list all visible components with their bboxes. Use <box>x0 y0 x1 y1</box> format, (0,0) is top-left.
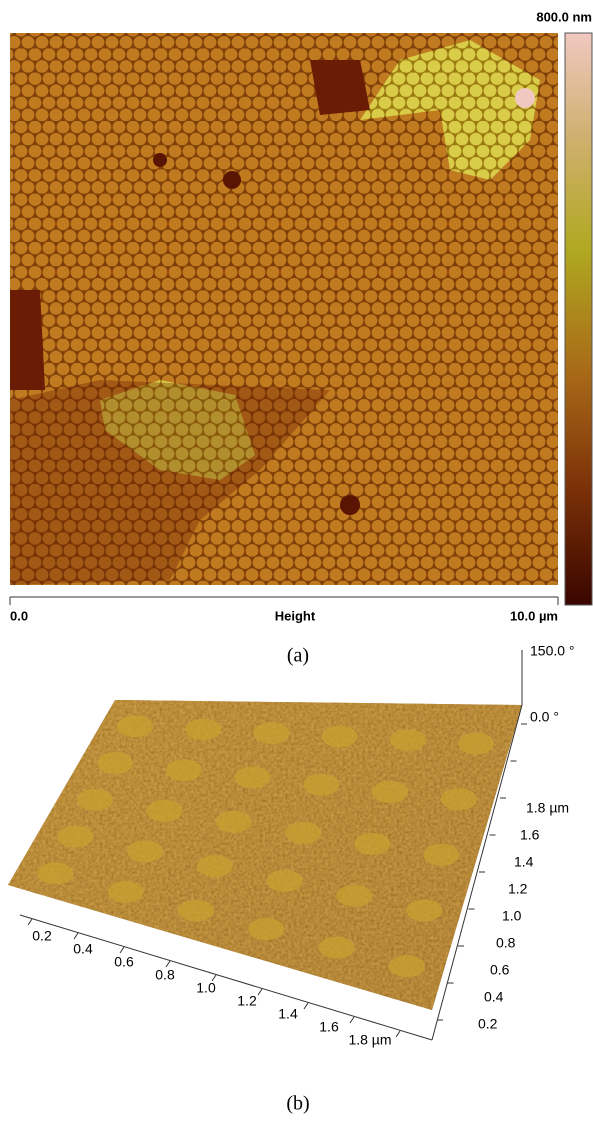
caption: (a) <box>287 645 309 667</box>
z-label: 0.0 ° <box>530 709 559 725</box>
void <box>153 153 167 167</box>
page: 800.0 nm 0.0 Height 10.0 µm (a) 150.0 ° … <box>0 0 593 1124</box>
color-bar <box>565 33 592 605</box>
bump <box>354 833 390 855</box>
y-tick-label: 1.6 <box>520 827 540 843</box>
y-tick-label: 1.2 <box>508 881 528 897</box>
z-label: 150.0 ° <box>530 643 575 659</box>
y-tick-label: 1.8 µm <box>526 800 569 816</box>
axis-label: Height <box>275 608 316 623</box>
bump <box>390 729 426 751</box>
void <box>340 495 360 515</box>
caption: (b) <box>286 1093 309 1115</box>
bump <box>127 840 163 862</box>
y-tick-label: 0.4 <box>484 989 504 1005</box>
bump <box>424 844 460 866</box>
x-tick-label: 1.0 <box>196 980 216 996</box>
bump <box>57 826 93 848</box>
bump <box>336 885 372 907</box>
axis-end: 10.0 µm <box>510 608 558 623</box>
surface-3d <box>8 700 522 1010</box>
afm-image <box>10 33 558 585</box>
y-tick-label: 1.4 <box>514 854 534 870</box>
bump <box>458 733 494 755</box>
bump <box>285 822 321 844</box>
color-bar-max: 800.0 nm <box>536 9 592 24</box>
peak <box>515 88 535 108</box>
bump <box>267 870 303 892</box>
x-tick <box>120 947 124 953</box>
x-tick <box>350 1017 354 1023</box>
x-tick <box>28 919 32 925</box>
bump <box>322 726 358 748</box>
scale-axis <box>10 597 558 605</box>
y-tick-label: 0.2 <box>478 1016 498 1032</box>
bump <box>372 781 408 803</box>
x-tick <box>258 989 262 995</box>
bump <box>216 811 252 833</box>
y-tick-label: 0.8 <box>496 935 516 951</box>
y-tick-label: 0.6 <box>490 962 510 978</box>
bump <box>248 918 284 940</box>
bump <box>117 715 153 737</box>
bump <box>166 759 202 781</box>
x-tick-label: 1.4 <box>278 1006 298 1022</box>
bump <box>97 752 133 774</box>
x-tick-label: 0.8 <box>155 967 175 983</box>
x-tick-label: 1.2 <box>237 993 257 1009</box>
x-tick <box>74 933 78 939</box>
dark-patch <box>310 60 370 115</box>
bump <box>178 899 214 921</box>
y-tick-label: 1.0 <box>502 908 522 924</box>
bump <box>303 774 339 796</box>
bump <box>406 900 442 922</box>
bump <box>441 788 477 810</box>
bump <box>37 862 73 884</box>
bump <box>197 855 233 877</box>
bump <box>319 937 355 959</box>
x-tick <box>304 1003 308 1009</box>
bump <box>77 789 113 811</box>
bump <box>146 800 182 822</box>
void <box>223 171 241 189</box>
x-tick <box>396 1031 400 1037</box>
x-tick-label: 1.8 µm <box>348 1032 391 1048</box>
bump <box>389 955 425 977</box>
x-tick-label: 0.6 <box>114 954 134 970</box>
bump <box>235 766 271 788</box>
x-tick-label: 0.2 <box>32 928 52 944</box>
bump <box>185 719 221 741</box>
bump <box>108 881 144 903</box>
x-tick-label: 1.6 <box>319 1019 339 1035</box>
figure: 800.0 nm 0.0 Height 10.0 µm (a) 150.0 ° … <box>0 0 593 1124</box>
bump <box>253 722 289 744</box>
axis-start: 0.0 <box>10 608 28 623</box>
x-tick-label: 0.4 <box>73 941 93 957</box>
dark-patch <box>10 290 45 390</box>
